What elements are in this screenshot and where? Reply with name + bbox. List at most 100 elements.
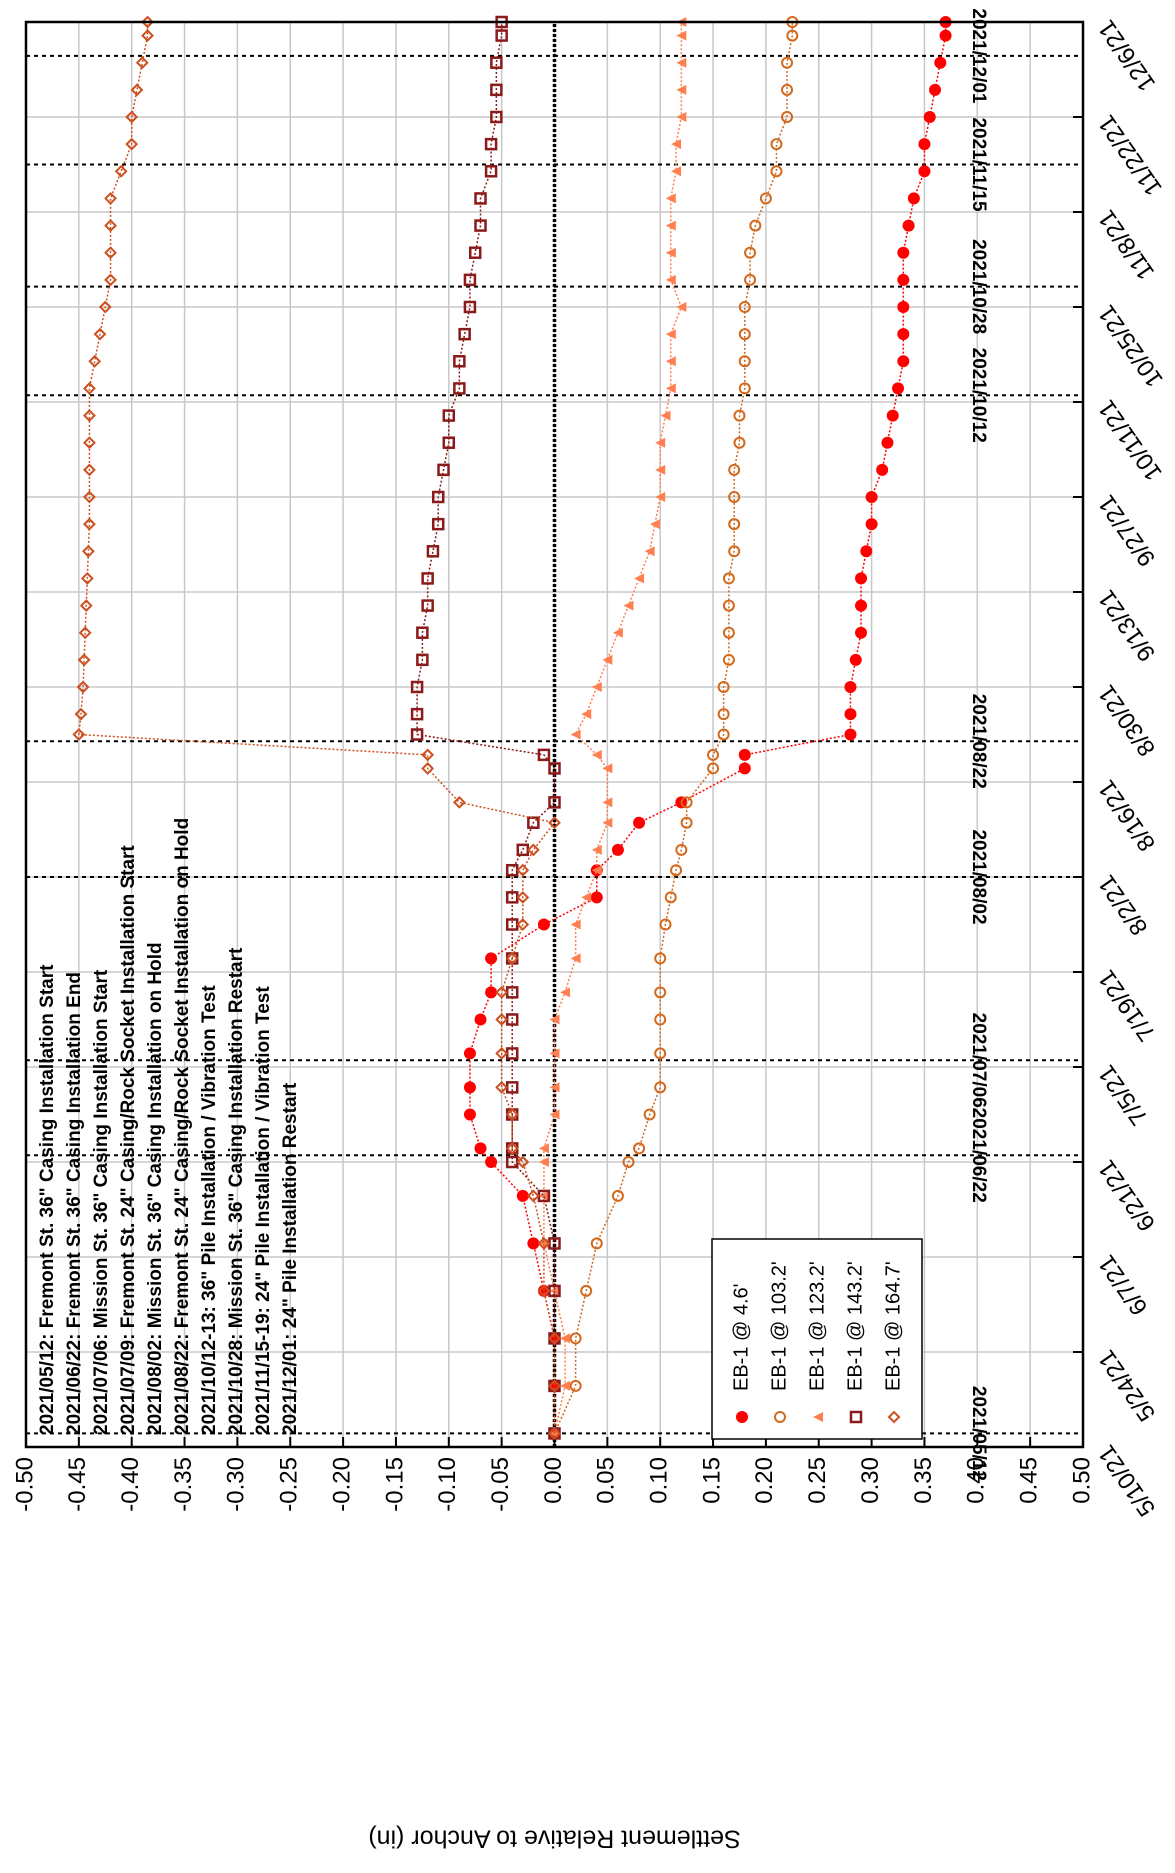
marker: [649, 519, 660, 530]
marker: [892, 382, 905, 395]
marker: [590, 1237, 603, 1250]
x-tick-label: 7/19/21: [1093, 965, 1161, 1046]
marker: [860, 545, 873, 558]
marker: [485, 986, 498, 999]
marker: [738, 748, 751, 761]
y-axis-title: Settlement Relative to Anchor (in): [368, 1824, 740, 1852]
marker: [728, 545, 741, 558]
marker: [591, 865, 602, 876]
y-tick-label: 0.45: [1015, 1457, 1042, 1504]
legend-marker: [774, 1411, 786, 1423]
marker: [549, 1285, 560, 1296]
marker: [602, 817, 613, 828]
marker: [680, 816, 693, 829]
marker: [907, 192, 920, 205]
marker: [654, 1047, 667, 1060]
event-label: 2021/12/01: [968, 8, 989, 104]
marker: [738, 328, 751, 341]
marker: [738, 355, 751, 368]
marker: [505, 952, 519, 965]
marker: [495, 1080, 509, 1094]
y-tick-label: 0.30: [857, 1457, 884, 1504]
marker: [516, 1189, 529, 1202]
marker: [495, 1047, 509, 1060]
marker: [654, 1013, 667, 1026]
series-line: [78, 22, 556, 1434]
marker: [939, 29, 952, 42]
marker: [655, 492, 666, 502]
marker: [844, 708, 857, 721]
marker: [744, 246, 757, 259]
marker: [633, 1142, 646, 1155]
marker: [665, 274, 676, 285]
marker: [468, 246, 482, 259]
marker: [410, 680, 424, 694]
marker: [623, 600, 634, 611]
x-tick-label: 5/10/21: [1093, 1440, 1161, 1521]
marker: [410, 728, 424, 741]
marker: [634, 573, 645, 584]
marker: [537, 748, 551, 762]
annotation: 2021/08/02: Mission St. 36" Casing Insta…: [145, 942, 166, 1435]
marker: [537, 1284, 551, 1298]
marker: [665, 356, 676, 367]
y-tick-label: -0.35: [170, 1457, 197, 1512]
marker: [416, 626, 429, 639]
event-label: 2021/10/12: [968, 348, 989, 443]
marker: [452, 795, 466, 809]
marker: [410, 707, 424, 721]
marker: [676, 57, 687, 68]
annotation: 2021/10/28: Mission St. 36" Casing Insta…: [226, 947, 247, 1435]
legend-label: EB-1 @ 143.2': [844, 1261, 866, 1391]
marker: [537, 1237, 551, 1250]
marker: [453, 382, 466, 395]
marker: [622, 1156, 635, 1168]
x-tick-label: 8/30/21: [1093, 680, 1161, 761]
marker: [722, 599, 735, 612]
marker: [738, 762, 751, 775]
marker: [654, 1081, 667, 1094]
marker: [83, 436, 96, 450]
marker: [80, 572, 94, 585]
marker: [665, 329, 676, 340]
marker: [495, 985, 509, 999]
marker: [728, 518, 741, 531]
marker: [490, 110, 503, 124]
marker: [537, 918, 550, 931]
marker: [676, 302, 687, 312]
marker: [484, 165, 498, 178]
marker: [733, 409, 746, 422]
marker: [114, 164, 128, 178]
y-tick-label: 0.20: [751, 1457, 778, 1504]
marker: [676, 112, 687, 122]
marker: [526, 1189, 540, 1203]
marker: [633, 816, 646, 829]
marker: [569, 1332, 582, 1345]
y-tick-label: -0.45: [64, 1457, 91, 1512]
marker: [548, 1332, 561, 1345]
marker: [442, 436, 456, 449]
marker: [495, 29, 508, 42]
marker: [591, 844, 602, 855]
marker: [581, 892, 592, 903]
marker: [549, 1014, 560, 1025]
marker: [770, 165, 783, 178]
marker: [421, 572, 434, 585]
marker: [580, 1284, 593, 1297]
marker: [902, 219, 915, 232]
y-tick-label: -0.15: [381, 1457, 408, 1512]
marker: [104, 246, 117, 260]
marker: [431, 517, 445, 531]
marker: [611, 843, 624, 856]
event-label: 2021/10/28: [968, 239, 989, 334]
marker: [125, 137, 139, 151]
marker: [671, 166, 682, 177]
marker: [665, 383, 676, 394]
legend-label: EB-1 @ 103.2': [768, 1261, 790, 1391]
marker: [104, 192, 117, 205]
marker: [722, 653, 735, 666]
marker: [474, 219, 487, 232]
y-tick-label: -0.05: [487, 1457, 514, 1512]
annotation: 2021/12/01: 24" Pile Installation Restar…: [280, 1082, 301, 1435]
marker: [612, 627, 623, 638]
